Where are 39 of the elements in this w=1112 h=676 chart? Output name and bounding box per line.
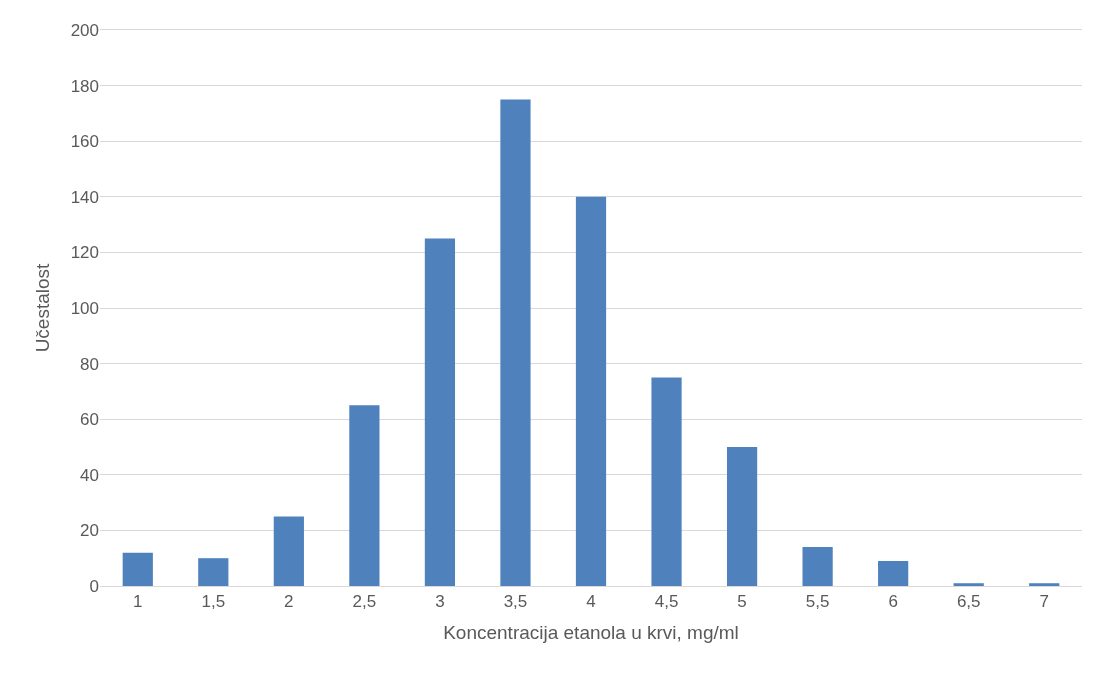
x-tick-label: 7 — [1039, 592, 1049, 612]
x-tick-label: 3 — [435, 592, 445, 612]
x-tick-label: 5,5 — [805, 592, 830, 612]
y-tick-label: 140 — [70, 187, 99, 207]
bar — [198, 558, 229, 586]
x-tick-label: 4,5 — [654, 592, 679, 612]
bar — [1029, 583, 1060, 586]
bar — [122, 552, 153, 586]
x-axis-title: Koncentracija etanola u krvi, mg/ml — [443, 622, 739, 644]
x-tick-label: 3,5 — [503, 592, 528, 612]
y-tick-label: 100 — [70, 298, 99, 318]
x-tick-label: 5 — [737, 592, 747, 612]
x-tick-label: 1 — [133, 592, 143, 612]
y-tick-label: 160 — [70, 132, 99, 152]
y-tick-label: 0 — [89, 576, 99, 596]
y-tick-label: 200 — [70, 20, 99, 40]
y-tick-label: 20 — [80, 521, 99, 541]
bar — [500, 99, 531, 586]
bar — [878, 560, 909, 586]
bar — [651, 377, 682, 586]
bar — [349, 405, 380, 586]
y-tick-label: 60 — [80, 410, 99, 430]
bar — [424, 238, 456, 586]
y-tick-label: 180 — [70, 76, 99, 96]
y-tick-label: 40 — [80, 465, 99, 485]
y-axis-title: Učestalost — [32, 262, 54, 353]
x-tick-label: 6 — [888, 592, 898, 612]
x-tick-label: 2 — [284, 592, 294, 612]
x-tick-label: 6,5 — [956, 592, 981, 612]
y-tick-label: 80 — [80, 354, 99, 374]
x-tick-label: 1,5 — [201, 592, 226, 612]
bar — [726, 447, 758, 586]
x-tick-label: 2,5 — [352, 592, 377, 612]
bar — [802, 547, 833, 586]
x-tick-label: 4 — [586, 592, 596, 612]
y-tick-label: 120 — [70, 243, 99, 263]
bar — [575, 196, 607, 586]
bar — [273, 516, 304, 586]
bar — [953, 583, 984, 586]
